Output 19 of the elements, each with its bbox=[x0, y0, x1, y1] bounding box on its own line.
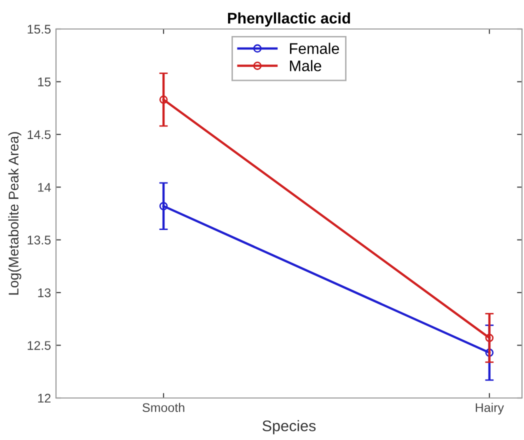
y-tick-label: 15.5 bbox=[28, 24, 51, 34]
x-axis-title: Species bbox=[262, 420, 316, 434]
x-tick-label: Hairy bbox=[476, 402, 504, 415]
y-tick-label: 12.5 bbox=[28, 341, 51, 350]
point bbox=[485, 334, 494, 342]
legend-label: Male bbox=[290, 60, 322, 72]
y-tick-label: 12 bbox=[38, 394, 51, 403]
y-tick-label: 13 bbox=[38, 288, 51, 298]
chart-title: Phenyllactic acid bbox=[228, 12, 350, 27]
y-tick-label: 13.5 bbox=[28, 236, 51, 245]
point bbox=[159, 202, 168, 210]
point bbox=[485, 348, 494, 357]
y-tick-label: 14.5 bbox=[28, 130, 51, 140]
y-tick-label: 14 bbox=[38, 183, 51, 192]
y-axis-title: Log(Metabolite Peak Area) bbox=[8, 132, 22, 295]
y-tick-label: 15 bbox=[38, 78, 51, 86]
point bbox=[159, 95, 168, 104]
legend-label: Female bbox=[290, 42, 340, 54]
x-tick-label: Smooth bbox=[142, 402, 184, 412]
